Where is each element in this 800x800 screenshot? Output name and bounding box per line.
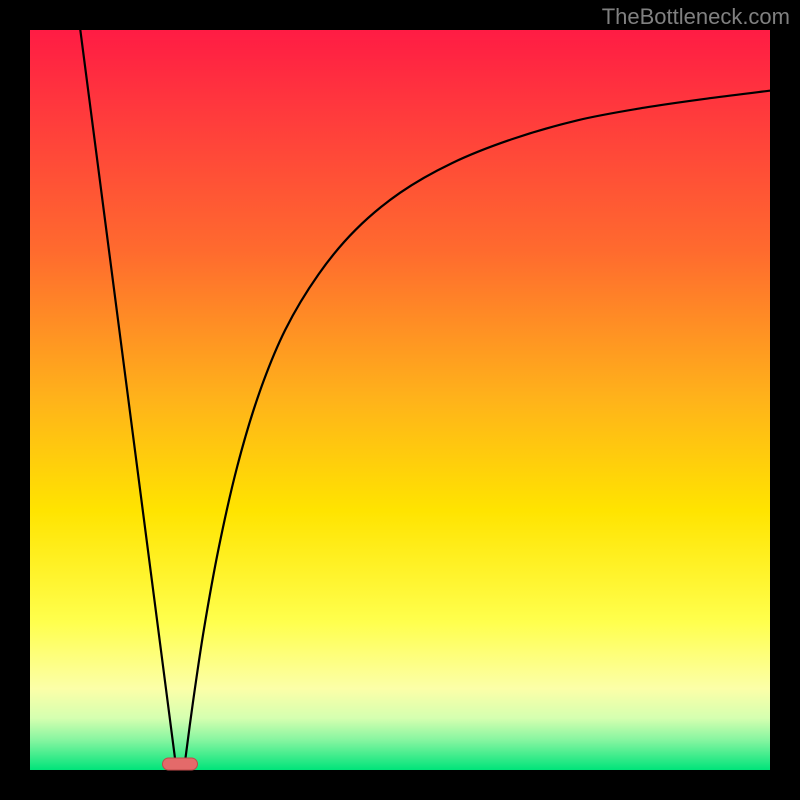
chart-container: TheBottleneck.com	[0, 0, 800, 800]
plot-svg	[30, 30, 770, 770]
watermark-label: TheBottleneck.com	[602, 4, 790, 30]
gradient-background	[30, 30, 770, 770]
bottleneck-marker	[162, 758, 198, 771]
plot-area	[30, 30, 770, 770]
